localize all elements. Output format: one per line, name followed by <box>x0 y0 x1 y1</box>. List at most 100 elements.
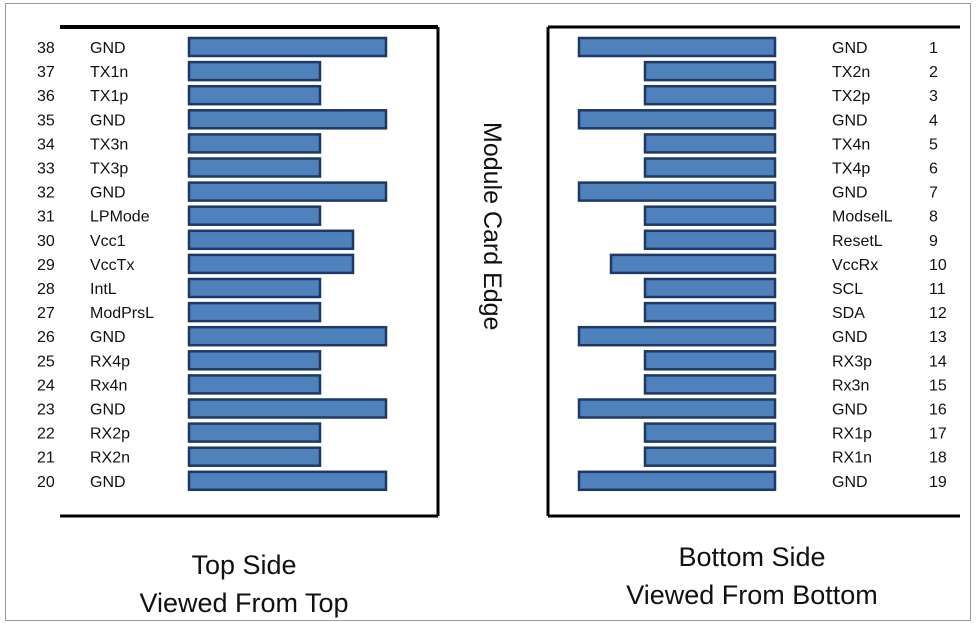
pin-pad <box>187 60 322 82</box>
pin-number: 25 <box>37 353 55 370</box>
pin-number: 26 <box>37 329 55 346</box>
pin-pad <box>187 325 388 347</box>
pin-pad <box>577 109 777 130</box>
pin-number: 3 <box>929 88 938 105</box>
pin-name: GND <box>832 329 868 346</box>
pin-name: TX2p <box>832 88 870 105</box>
pin-number: 15 <box>929 377 947 394</box>
pin-number: 5 <box>929 136 938 153</box>
pin-name: RX2p <box>90 426 130 443</box>
pin-number: 37 <box>37 64 55 81</box>
pin-pad <box>187 181 388 202</box>
pin-number: 2 <box>929 64 938 81</box>
pin-name: ModselL <box>832 209 893 226</box>
pin-number: 8 <box>929 209 938 226</box>
pin-pad <box>187 277 322 299</box>
pin-pad <box>643 205 777 226</box>
diagram-frame <box>5 3 971 621</box>
pin-number: 23 <box>37 402 55 419</box>
pin-name: GND <box>832 402 868 419</box>
pin-pad <box>643 84 777 106</box>
pin-number: 36 <box>37 88 55 105</box>
pin-pad <box>187 422 322 443</box>
pin-pad <box>577 181 777 202</box>
pin-pad <box>187 374 322 395</box>
pin-number: 31 <box>37 209 55 226</box>
pin-pad <box>643 301 777 323</box>
pin-name: ModPrsL <box>90 305 154 322</box>
pin-name: Rx4n <box>90 377 127 394</box>
pin-number: 28 <box>37 281 55 298</box>
pin-name: TX2n <box>832 64 870 81</box>
bottom-side-pins: GND 1 TX2n 2 TX2p 3 GND 4 TX4n 5 TX4p 6 GND 7 ModselL 8… <box>577 36 947 492</box>
pin-pad <box>577 398 777 419</box>
pin-name: LPMode <box>90 209 150 226</box>
pin-number: 24 <box>37 377 55 394</box>
top-side-caption-line1: Top Side <box>191 550 296 580</box>
bottom-side-caption-line1: Bottom Side <box>678 542 825 572</box>
pin-number: 34 <box>37 136 55 153</box>
pin-pad <box>643 374 777 395</box>
bottom-side-caption-line2: Viewed From Bottom <box>626 580 878 610</box>
pin-name: GND <box>90 112 126 129</box>
pin-name: TX1n <box>90 64 128 81</box>
pin-number: 12 <box>929 305 947 322</box>
pin-pad <box>187 84 322 106</box>
pin-number: 17 <box>929 426 947 443</box>
pin-name: ResetL <box>832 233 883 250</box>
pin-name: GND <box>832 40 868 57</box>
pin-number: 6 <box>929 161 938 178</box>
pin-name: SCL <box>832 281 863 298</box>
pin-pad <box>187 157 322 178</box>
pin-name: Vcc1 <box>90 233 126 250</box>
pin-number: 14 <box>929 353 947 370</box>
pin-number: 4 <box>929 112 938 129</box>
pin-number: 21 <box>37 450 55 467</box>
pin-name: TX1p <box>90 88 128 105</box>
pin-name: GND <box>832 474 868 491</box>
pin-pad <box>187 133 322 154</box>
pin-name: RX2n <box>90 450 130 467</box>
pin-pad <box>577 325 777 347</box>
pin-pad <box>187 446 322 467</box>
pin-number: 7 <box>929 185 938 202</box>
pin-pad <box>609 253 777 275</box>
pin-number: 19 <box>929 474 947 491</box>
pin-name: IntL <box>90 281 117 298</box>
pin-pad <box>643 277 777 299</box>
pin-pad <box>643 60 777 82</box>
pin-pad <box>187 205 322 226</box>
pin-name: TX3n <box>90 136 128 153</box>
pin-name: GND <box>832 185 868 202</box>
pin-number: 9 <box>929 233 938 250</box>
pin-name: VccTx <box>90 257 134 274</box>
pin-pad <box>643 350 777 371</box>
bottom-side-board <box>546 25 960 518</box>
pin-name: RX3p <box>832 353 872 370</box>
pin-name: SDA <box>832 305 865 322</box>
pin-number: 33 <box>37 161 55 178</box>
pin-name: GND <box>90 402 126 419</box>
pin-number: 22 <box>37 426 55 443</box>
pin-name: GND <box>90 329 126 346</box>
pin-pad <box>643 229 777 251</box>
pin-pad <box>643 157 777 178</box>
pin-pad <box>187 301 322 323</box>
pin-pad <box>187 109 388 130</box>
pin-number: 1 <box>929 40 938 57</box>
pin-name: VccRx <box>832 257 878 274</box>
pin-number: 30 <box>37 233 55 250</box>
top-side-caption-line2: Viewed From Top <box>139 588 348 618</box>
pin-number: 35 <box>37 112 55 129</box>
pin-number: 16 <box>929 402 947 419</box>
pin-pad <box>643 133 777 154</box>
pin-number: 11 <box>929 281 946 298</box>
pin-name: GND <box>832 112 868 129</box>
pin-name: TX4p <box>832 161 870 178</box>
pin-pad <box>187 398 388 419</box>
pin-number: 32 <box>37 185 55 202</box>
pin-name: TX4n <box>832 136 870 153</box>
module-card-edge-label: Module Card Edge <box>478 122 506 330</box>
pin-pad <box>187 36 388 58</box>
pin-pad <box>643 422 777 443</box>
